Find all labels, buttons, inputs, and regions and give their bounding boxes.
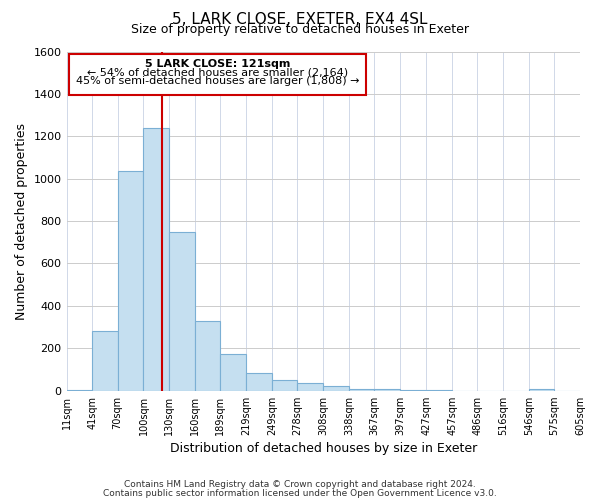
FancyBboxPatch shape	[69, 54, 367, 96]
Bar	[374, 388, 400, 390]
Bar	[298, 384, 323, 390]
Bar	[220, 354, 247, 391]
Bar	[143, 128, 169, 390]
Bar	[247, 372, 272, 390]
Text: 5 LARK CLOSE: 121sqm: 5 LARK CLOSE: 121sqm	[145, 58, 290, 68]
Text: Contains HM Land Registry data © Crown copyright and database right 2024.: Contains HM Land Registry data © Crown c…	[124, 480, 476, 489]
Bar	[272, 380, 298, 390]
Bar	[169, 232, 196, 390]
Bar	[92, 332, 118, 390]
Y-axis label: Number of detached properties: Number of detached properties	[15, 122, 28, 320]
Text: 5, LARK CLOSE, EXETER, EX4 4SL: 5, LARK CLOSE, EXETER, EX4 4SL	[172, 12, 428, 28]
Bar	[118, 172, 143, 390]
Text: Size of property relative to detached houses in Exeter: Size of property relative to detached ho…	[131, 22, 469, 36]
Bar	[323, 386, 349, 390]
Bar	[196, 320, 220, 390]
Bar	[529, 388, 554, 390]
Bar	[349, 388, 374, 390]
Text: 45% of semi-detached houses are larger (1,808) →: 45% of semi-detached houses are larger (…	[76, 76, 359, 86]
X-axis label: Distribution of detached houses by size in Exeter: Distribution of detached houses by size …	[170, 442, 477, 455]
Text: ← 54% of detached houses are smaller (2,164): ← 54% of detached houses are smaller (2,…	[87, 67, 349, 77]
Text: Contains public sector information licensed under the Open Government Licence v3: Contains public sector information licen…	[103, 488, 497, 498]
